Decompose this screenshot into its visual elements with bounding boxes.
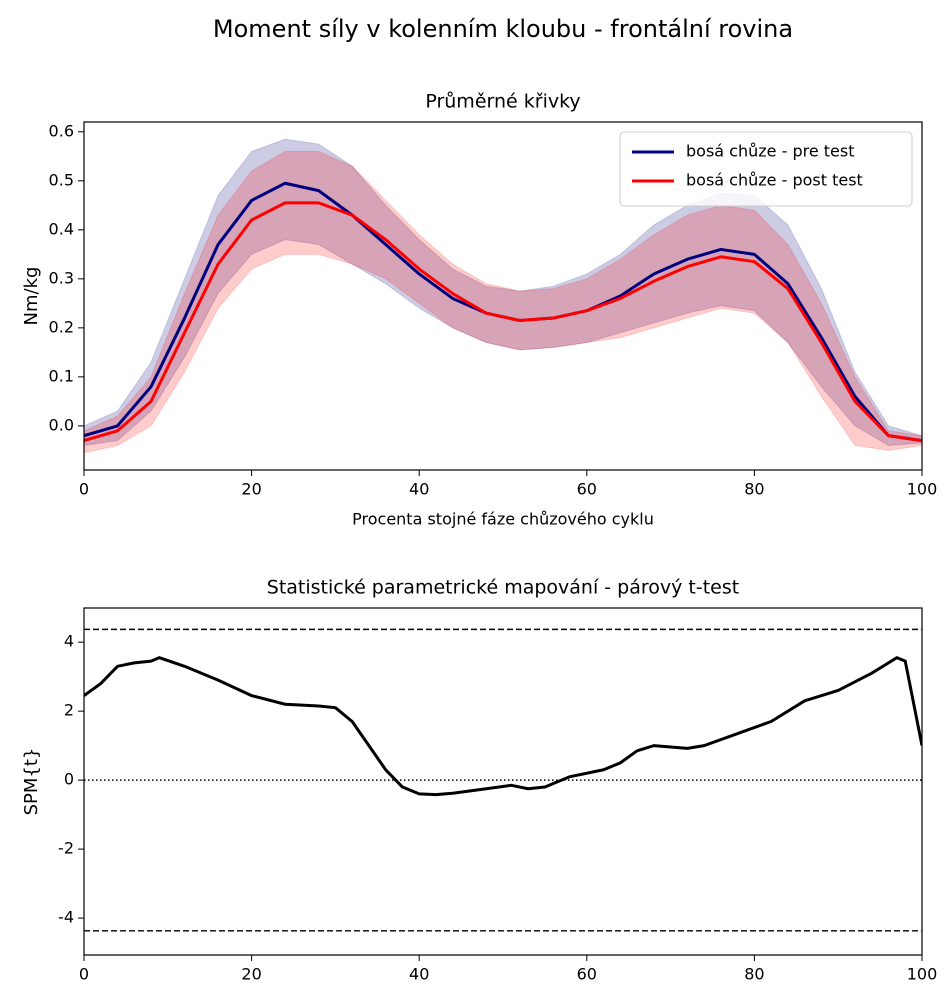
band (84, 150, 922, 454)
y-axis-label: Nm/kg (21, 267, 42, 326)
plot-area (84, 628, 922, 932)
y-tick-label: -4 (58, 908, 74, 927)
x-tick-label: 40 (409, 480, 429, 499)
x-tick-label: 100 (907, 480, 938, 499)
y-tick-label: 4 (64, 632, 74, 651)
x-tick-label: 60 (577, 480, 597, 499)
x-tick-label: 80 (744, 965, 764, 984)
plot-area (84, 138, 922, 454)
y-tick-label: 0.3 (49, 268, 74, 287)
y-tick-label: 2 (64, 701, 74, 720)
axes-frame (83, 121, 923, 471)
y-tick-label: 0.5 (49, 170, 74, 189)
x-tick-label: 40 (409, 965, 429, 984)
line (84, 201, 922, 443)
y-tick-label: 0.2 (49, 317, 74, 336)
y-axis-label: SPM{t} (21, 748, 42, 816)
x-tick-label: 80 (744, 480, 764, 499)
band (84, 138, 922, 447)
axes-title: Průměrné křivky (425, 91, 580, 113)
legend-label: bosá chůze - post test (686, 171, 863, 190)
x-tick-label: 0 (79, 480, 89, 499)
y-tick-label: 0.0 (49, 415, 74, 434)
x-tick-label: 0 (79, 965, 89, 984)
figure-title: Moment síly v kolenním kloubu - frontáln… (213, 15, 793, 43)
x-tick-label: 20 (241, 965, 261, 984)
y-tick-label: -2 (58, 839, 74, 858)
line (84, 656, 922, 797)
y-tick-label: 0.4 (49, 219, 74, 238)
y-tick-label: 0.1 (49, 366, 74, 385)
x-tick-label: 20 (241, 480, 261, 499)
x-axis-label: Procenta stojné fáze chůzového cyklu (352, 510, 654, 529)
legend-box (619, 131, 913, 207)
x-tick-label: 60 (577, 965, 597, 984)
x-tick-label: 100 (907, 965, 938, 984)
legend-label: bosá chůze - pre test (686, 142, 854, 161)
y-tick-label: 0.6 (49, 121, 74, 140)
axes-frame (83, 607, 923, 956)
y-tick-label: 0 (64, 770, 74, 789)
axes-title: Statistické parametrické mapování - páro… (267, 577, 739, 599)
